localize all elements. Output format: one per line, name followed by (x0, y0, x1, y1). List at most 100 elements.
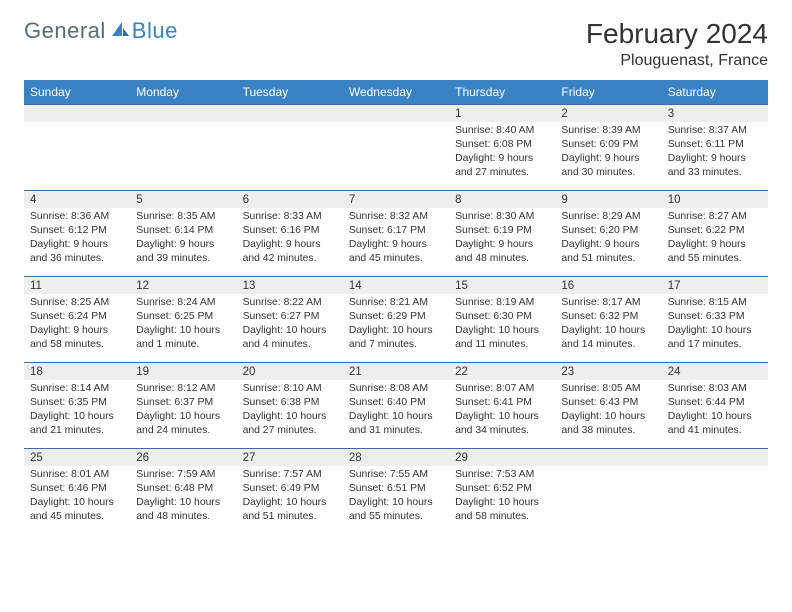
calendar-cell: 3Sunrise: 8:37 AMSunset: 6:11 PMDaylight… (662, 105, 768, 191)
day-number: 20 (237, 363, 343, 380)
day-details: Sunrise: 8:19 AMSunset: 6:30 PMDaylight:… (449, 294, 555, 356)
day-details: Sunrise: 8:12 AMSunset: 6:37 PMDaylight:… (130, 380, 236, 442)
calendar-cell: 9Sunrise: 8:29 AMSunset: 6:20 PMDaylight… (555, 191, 661, 277)
day-number: 24 (662, 363, 768, 380)
day-detail-line: and 55 minutes. (668, 252, 762, 266)
day-number: 2 (555, 105, 661, 122)
day-details: Sunrise: 8:01 AMSunset: 6:46 PMDaylight:… (24, 466, 130, 528)
weekday-header: Saturday (662, 80, 768, 105)
day-details: Sunrise: 8:24 AMSunset: 6:25 PMDaylight:… (130, 294, 236, 356)
day-detail-line: Daylight: 10 hours (455, 410, 549, 424)
header: General Blue February 2024 Plouguenast, … (24, 18, 768, 80)
weekday-header: Friday (555, 80, 661, 105)
calendar-cell: 14Sunrise: 8:21 AMSunset: 6:29 PMDayligh… (343, 277, 449, 363)
day-detail-line: Sunrise: 8:08 AM (349, 382, 443, 396)
day-detail-line: and 58 minutes. (30, 338, 124, 352)
day-detail-line: Sunrise: 8:17 AM (561, 296, 655, 310)
day-detail-line: and 24 minutes. (136, 424, 230, 438)
day-detail-line: Sunrise: 8:29 AM (561, 210, 655, 224)
day-number (555, 449, 661, 466)
day-number: 29 (449, 449, 555, 466)
weekday-header: Thursday (449, 80, 555, 105)
day-detail-line: and 7 minutes. (349, 338, 443, 352)
day-number: 13 (237, 277, 343, 294)
day-number: 18 (24, 363, 130, 380)
day-detail-line: and 55 minutes. (349, 510, 443, 524)
day-number: 4 (24, 191, 130, 208)
day-number: 8 (449, 191, 555, 208)
day-details (237, 122, 343, 128)
day-detail-line: Daylight: 10 hours (455, 496, 549, 510)
day-detail-line: Sunset: 6:09 PM (561, 138, 655, 152)
day-detail-line: Daylight: 10 hours (136, 410, 230, 424)
calendar-cell: 29 Sunrise: 7:53 AMSunset: 6:52 PMDayligh… (449, 449, 555, 535)
day-detail-line: Daylight: 10 hours (136, 324, 230, 338)
day-details: Sunrise: 7:55 AMSunset: 6:51 PMDaylight:… (343, 466, 449, 528)
day-number: 16 (555, 277, 661, 294)
logo-text-general: General (24, 18, 106, 44)
calendar-row: 1Sunrise: 8:40 AMSunset: 6:08 PMDaylight… (24, 105, 768, 191)
day-detail-line: and 39 minutes. (136, 252, 230, 266)
day-detail-line: and 27 minutes. (243, 424, 337, 438)
calendar-cell: 15Sunrise: 8:19 AMSunset: 6:30 PMDayligh… (449, 277, 555, 363)
day-detail-line: Sunset: 6:25 PM (136, 310, 230, 324)
day-detail-line: Sunrise: 8:39 AM (561, 124, 655, 138)
day-detail-line: Sunset: 6:22 PM (668, 224, 762, 238)
calendar-cell: 13Sunrise: 8:22 AMSunset: 6:27 PMDayligh… (237, 277, 343, 363)
day-number (343, 105, 449, 122)
day-detail-line: Daylight: 9 hours (561, 238, 655, 252)
day-detail-line: Sunrise: 8:32 AM (349, 210, 443, 224)
day-detail-line: Sunset: 6:29 PM (349, 310, 443, 324)
day-details: Sunrise: 7:59 AMSunset: 6:48 PMDaylight:… (130, 466, 236, 528)
day-details: Sunrise: 7:57 AMSunset: 6:49 PMDaylight:… (237, 466, 343, 528)
day-number: 22 (449, 363, 555, 380)
day-detail-line: Sunset: 6:49 PM (243, 482, 337, 496)
day-detail-line: Sunrise: 7:53 AM (455, 468, 549, 482)
day-details: Sunrise: 8:15 AMSunset: 6:33 PMDaylight:… (662, 294, 768, 356)
calendar-cell: 11Sunrise: 8:25 AMSunset: 6:24 PMDayligh… (24, 277, 130, 363)
day-detail-line: and 17 minutes. (668, 338, 762, 352)
calendar-cell (662, 449, 768, 535)
day-details: Sunrise: 8:03 AMSunset: 6:44 PMDaylight:… (662, 380, 768, 442)
day-details: Sunrise: 8:25 AMSunset: 6:24 PMDaylight:… (24, 294, 130, 356)
calendar-cell: 4Sunrise: 8:36 AMSunset: 6:12 PMDaylight… (24, 191, 130, 277)
day-detail-line: Daylight: 9 hours (455, 238, 549, 252)
day-detail-line: and 41 minutes. (668, 424, 762, 438)
day-number (130, 105, 236, 122)
calendar-cell: 10Sunrise: 8:27 AMSunset: 6:22 PMDayligh… (662, 191, 768, 277)
calendar-cell: 19Sunrise: 8:12 AMSunset: 6:37 PMDayligh… (130, 363, 236, 449)
logo-text-blue: Blue (132, 18, 178, 44)
day-detail-line: Sunset: 6:43 PM (561, 396, 655, 410)
day-detail-line: Sunrise: 8:15 AM (668, 296, 762, 310)
day-detail-line: Daylight: 10 hours (668, 410, 762, 424)
day-detail-line: and 42 minutes. (243, 252, 337, 266)
day-detail-line: Daylight: 10 hours (561, 324, 655, 338)
day-detail-line: Sunrise: 8:27 AM (668, 210, 762, 224)
day-detail-line: Sunset: 6:52 PM (455, 482, 549, 496)
day-detail-line: Daylight: 9 hours (561, 152, 655, 166)
day-detail-line: and 14 minutes. (561, 338, 655, 352)
day-detail-line: Sunset: 6:32 PM (561, 310, 655, 324)
calendar-cell: 25Sunrise: 8:01 AMSunset: 6:46 PMDayligh… (24, 449, 130, 535)
day-detail-line: Daylight: 10 hours (349, 410, 443, 424)
calendar-cell: 23Sunrise: 8:05 AMSunset: 6:43 PMDayligh… (555, 363, 661, 449)
day-details: Sunrise: 8:39 AMSunset: 6:09 PMDaylight:… (555, 122, 661, 184)
day-number (24, 105, 130, 122)
day-detail-line: Sunset: 6:51 PM (349, 482, 443, 496)
day-detail-line: Daylight: 10 hours (561, 410, 655, 424)
day-detail-line: and 36 minutes. (30, 252, 124, 266)
day-number: 19 (130, 363, 236, 380)
day-details: Sunrise: 8:05 AMSunset: 6:43 PMDaylight:… (555, 380, 661, 442)
calendar-cell: 6Sunrise: 8:33 AMSunset: 6:16 PMDaylight… (237, 191, 343, 277)
day-details: Sunrise: 8:40 AMSunset: 6:08 PMDaylight:… (449, 122, 555, 184)
day-details (24, 122, 130, 128)
calendar-cell: 20Sunrise: 8:10 AMSunset: 6:38 PMDayligh… (237, 363, 343, 449)
day-detail-line: Sunset: 6:44 PM (668, 396, 762, 410)
day-detail-line: Sunrise: 8:12 AM (136, 382, 230, 396)
logo-sail-icon (110, 19, 130, 44)
day-details (343, 122, 449, 128)
day-details: Sunrise: 8:29 AMSunset: 6:20 PMDaylight:… (555, 208, 661, 270)
day-details: Sunrise: 8:17 AMSunset: 6:32 PMDaylight:… (555, 294, 661, 356)
day-detail-line: and 38 minutes. (561, 424, 655, 438)
day-detail-line: Sunrise: 8:21 AM (349, 296, 443, 310)
